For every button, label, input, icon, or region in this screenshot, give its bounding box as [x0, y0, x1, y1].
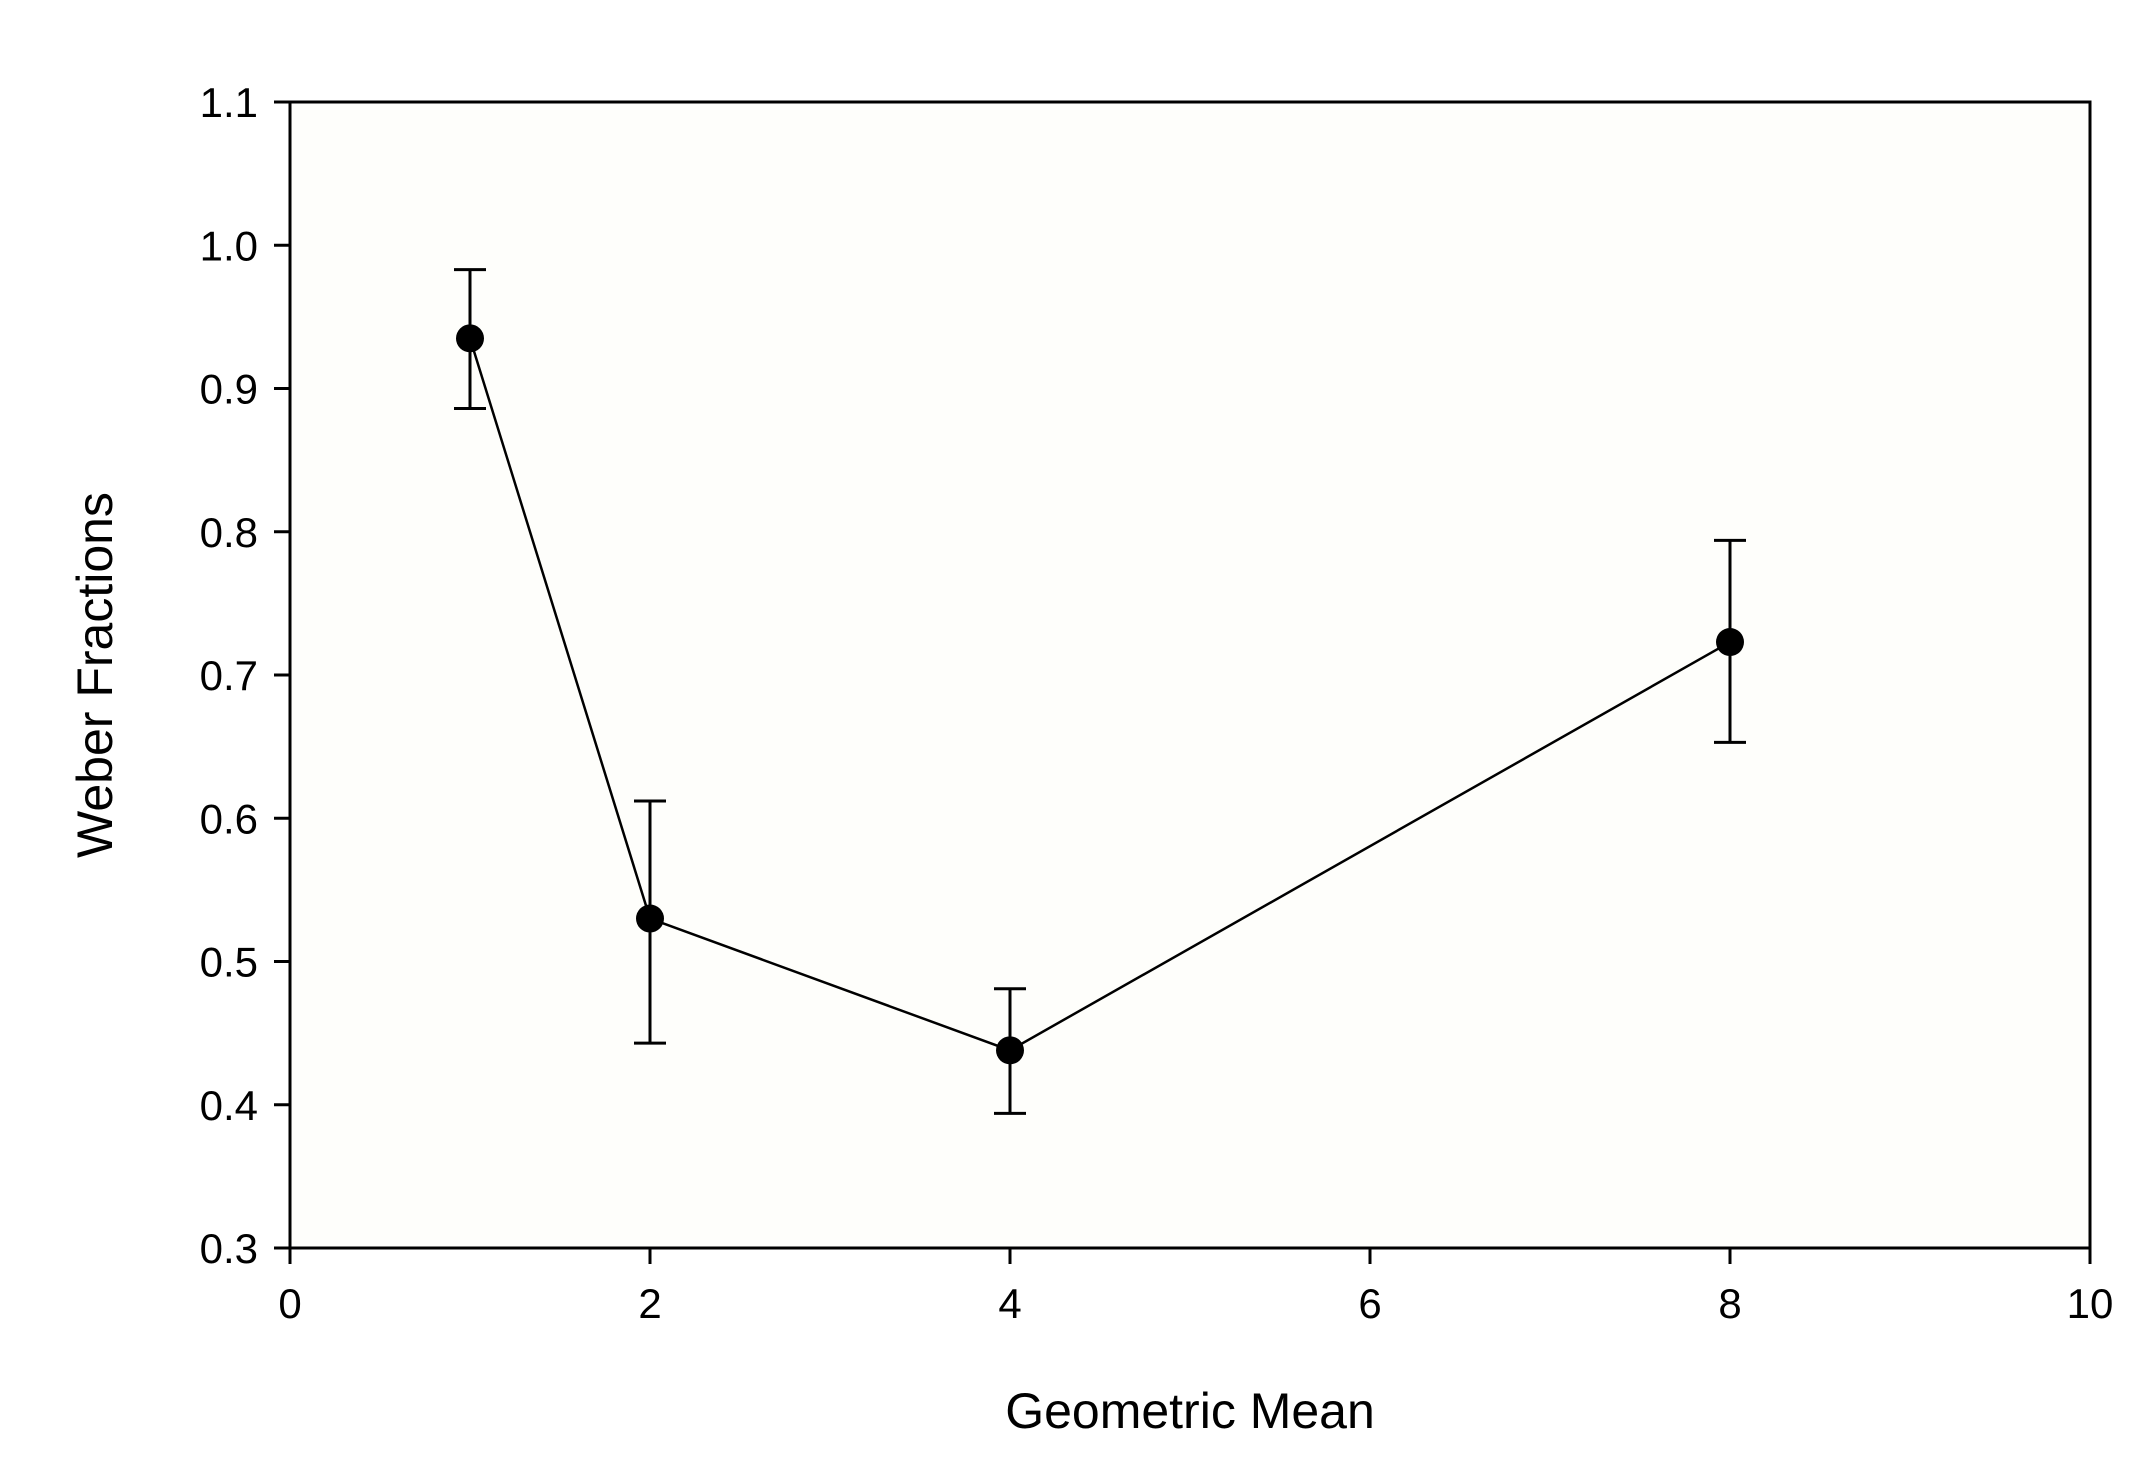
- data-point: [456, 324, 484, 353]
- plot-frame: [288, 100, 2092, 1250]
- data-point: [996, 1036, 1024, 1065]
- data-point: [1716, 628, 1744, 657]
- x-tick-label: 0: [278, 1280, 301, 1327]
- y-axis-title: Weber Fractions: [67, 492, 123, 858]
- x-tick-label: 10: [2067, 1280, 2114, 1327]
- y-tick-label: 0.5: [200, 939, 258, 986]
- y-axis: 0.3 0.4 0.5 0.6 0.7 0.8 0.9 1.0 1.1: [200, 79, 290, 1272]
- y-tick-label: 0.4: [200, 1082, 258, 1129]
- x-tick-label: 4: [998, 1280, 1021, 1327]
- x-tick-label: 2: [638, 1280, 661, 1327]
- data-series: [454, 268, 1746, 1115]
- y-tick-label: 0.8: [200, 509, 258, 556]
- y-tick-label: 0.6: [200, 795, 258, 842]
- y-tick-label: 1.0: [200, 222, 258, 269]
- x-axis-title: Geometric Mean: [1005, 1383, 1375, 1439]
- y-tick-label: 1.1: [200, 79, 258, 126]
- y-tick-label: 0.3: [200, 1225, 258, 1272]
- x-axis: 0 2 4 6 8 10: [278, 1248, 2113, 1327]
- plot-background: [290, 102, 2090, 1248]
- y-tick-label: 0.7: [200, 652, 258, 699]
- y-tick-label: 0.9: [200, 366, 258, 413]
- series-line: [468, 337, 1731, 1052]
- x-tick-label: 6: [1358, 1280, 1381, 1327]
- x-tick-label: 8: [1718, 1280, 1741, 1327]
- data-point: [636, 904, 664, 933]
